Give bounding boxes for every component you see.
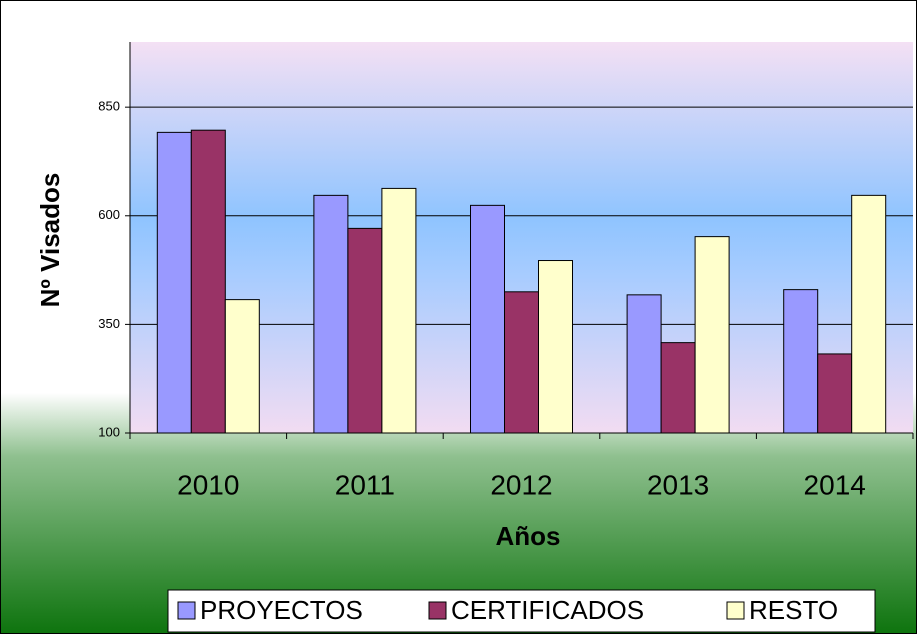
y-tick-label: 600 bbox=[98, 207, 120, 222]
legend-swatch bbox=[177, 601, 196, 620]
x-tick-label: 2014 bbox=[804, 469, 866, 500]
x-tick-label: 2013 bbox=[647, 469, 709, 500]
bar bbox=[504, 291, 539, 434]
y-tick-label: 100 bbox=[98, 424, 120, 439]
x-axis-title: Años bbox=[496, 521, 561, 551]
bar bbox=[470, 204, 505, 434]
bar bbox=[626, 294, 662, 434]
bar bbox=[817, 353, 853, 434]
bar bbox=[660, 342, 696, 434]
legend bbox=[167, 589, 876, 633]
legend-swatch bbox=[428, 601, 447, 620]
legend-swatch bbox=[726, 601, 745, 620]
legend-label: PROYECTOS bbox=[200, 595, 363, 625]
legend-label: CERTIFICADOS bbox=[451, 595, 644, 625]
legend-label: RESTO bbox=[749, 595, 838, 625]
y-tick-label: 350 bbox=[98, 316, 120, 331]
bar bbox=[313, 194, 349, 434]
bar bbox=[694, 236, 730, 434]
y-tick-label: 850 bbox=[98, 99, 120, 114]
y-axis-title: Nº Visados bbox=[35, 173, 65, 308]
bar bbox=[224, 299, 260, 434]
bar bbox=[538, 260, 573, 434]
bar bbox=[851, 194, 887, 434]
bar bbox=[783, 289, 819, 434]
x-tick-label: 2010 bbox=[177, 469, 239, 500]
bar bbox=[381, 187, 417, 434]
bar bbox=[347, 227, 383, 434]
x-tick-label: 2012 bbox=[490, 469, 552, 500]
bar bbox=[156, 131, 192, 434]
x-tick-label: 2011 bbox=[335, 469, 395, 500]
bar bbox=[190, 129, 226, 434]
